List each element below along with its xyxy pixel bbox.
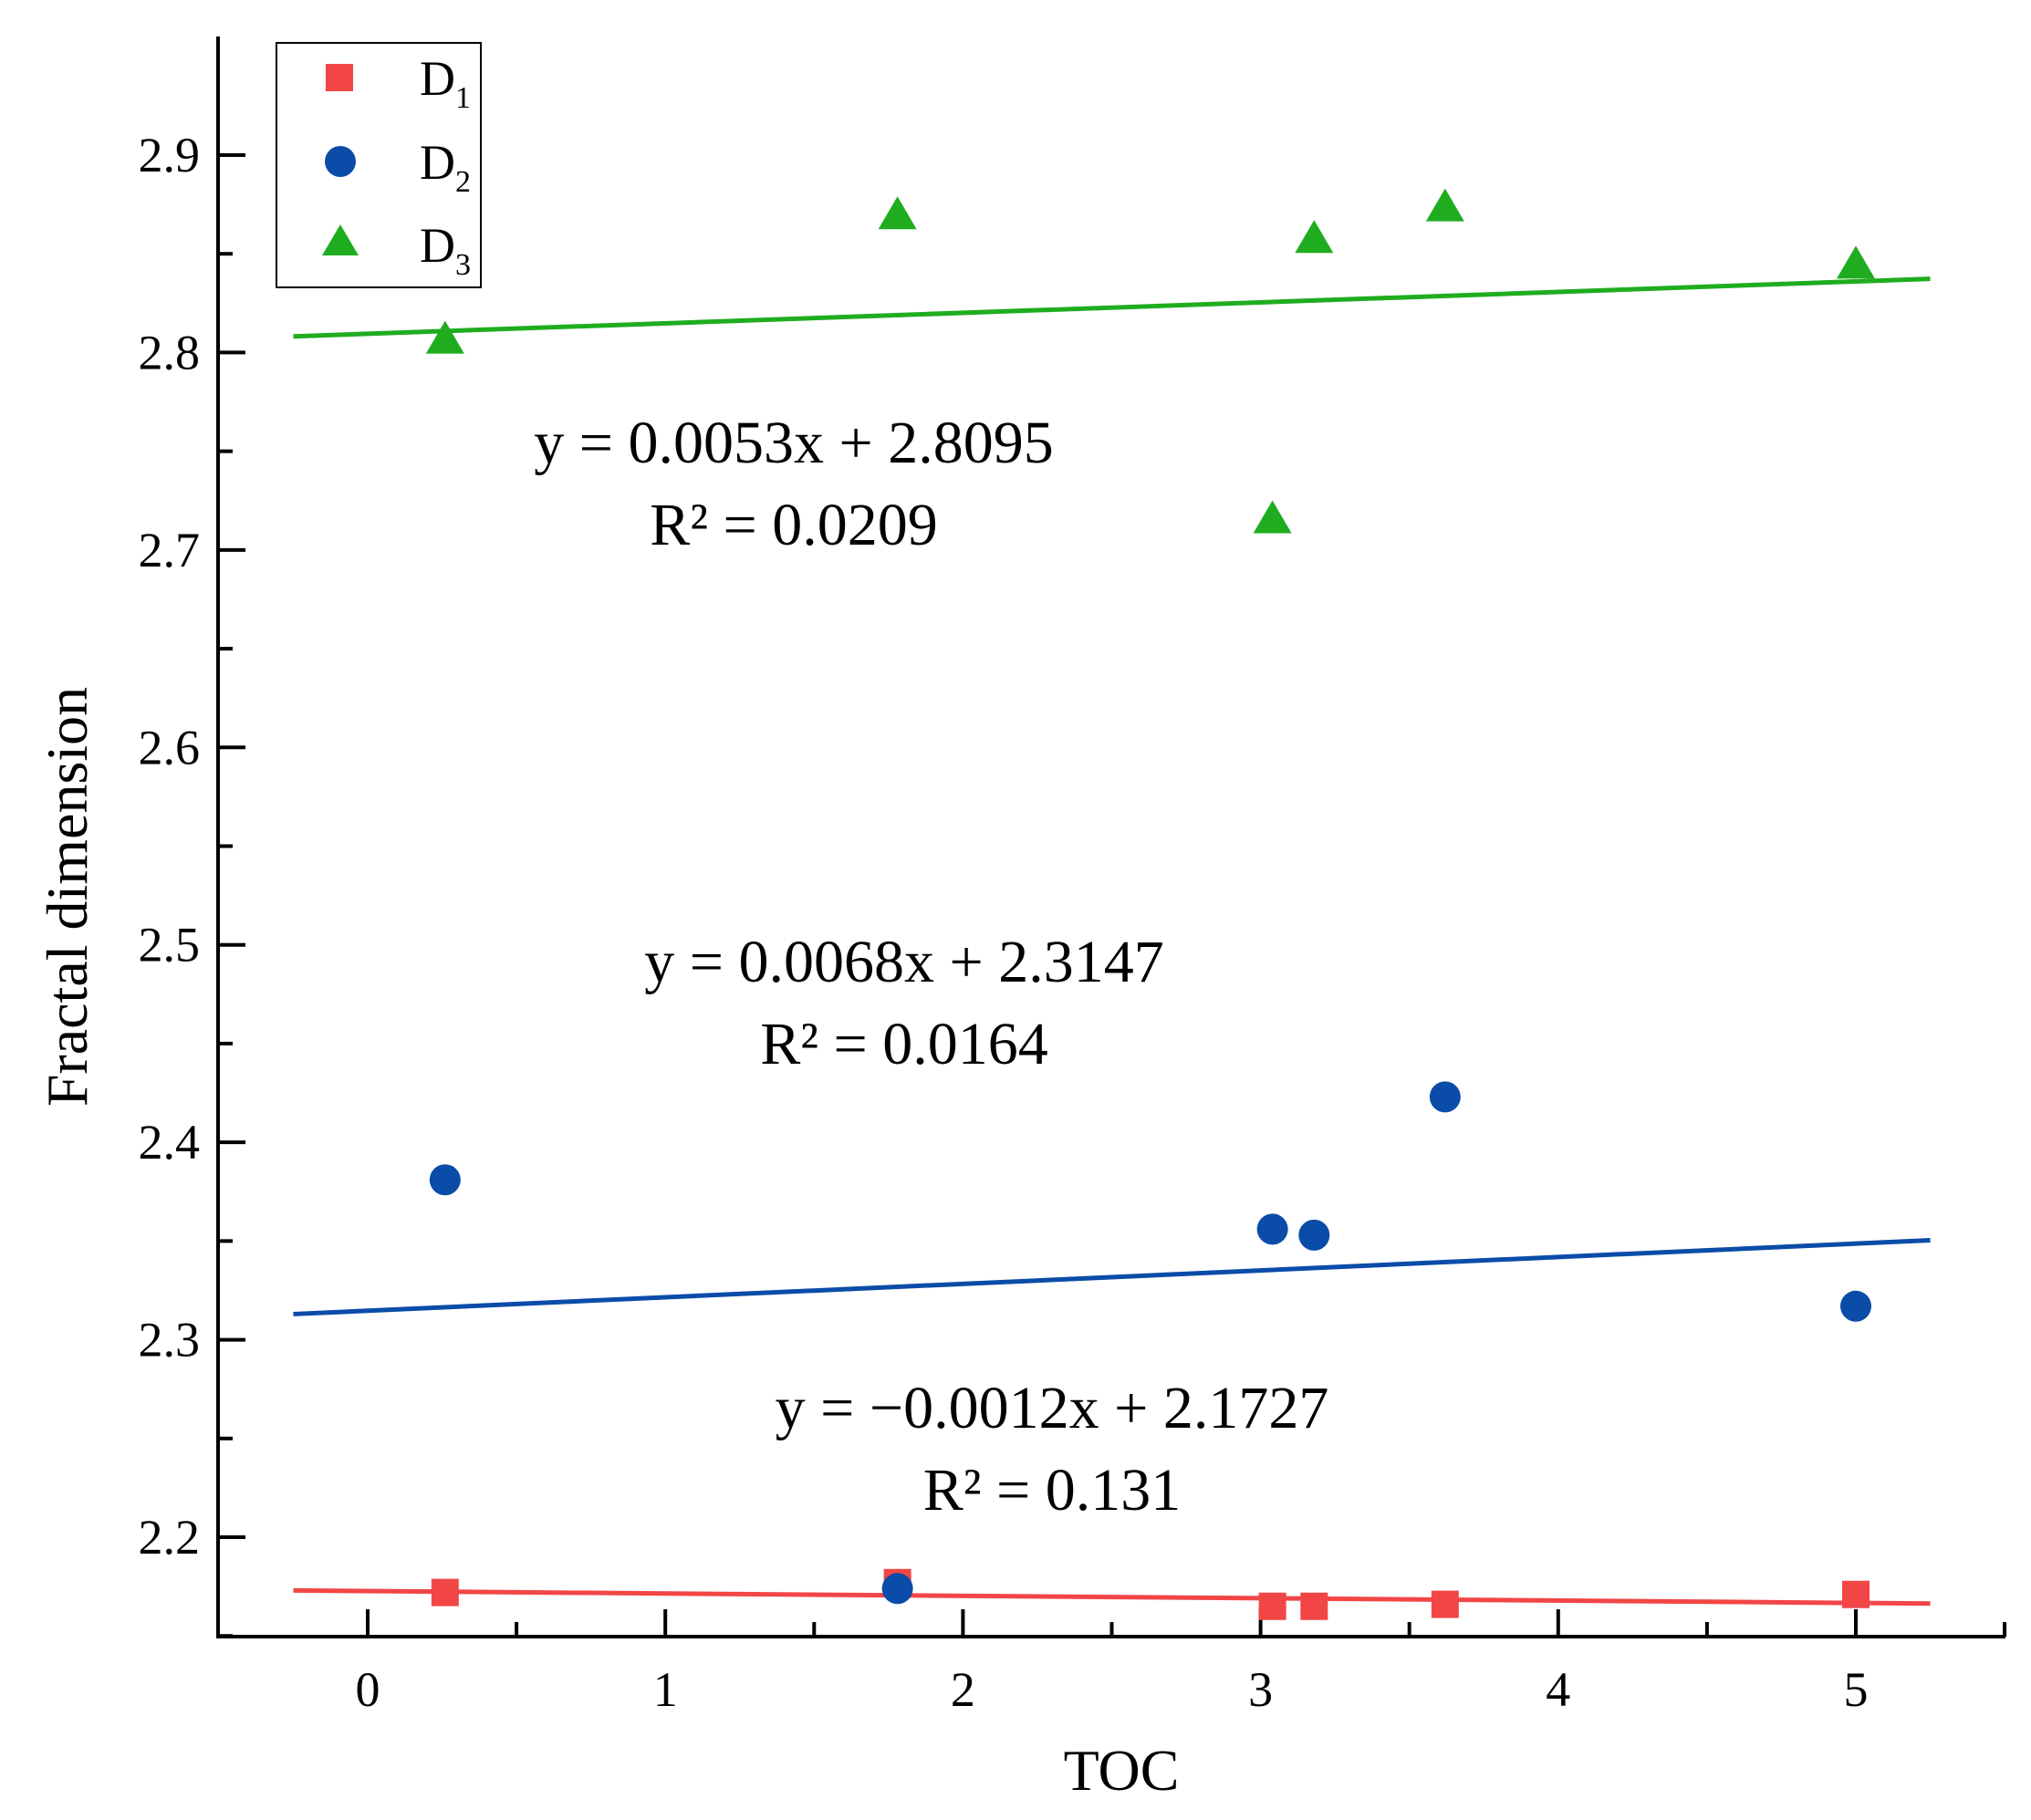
data-point-d3: [1837, 245, 1875, 279]
legend-d1-label: D1: [420, 51, 471, 115]
y-tick-label: 2.2: [139, 1510, 201, 1565]
data-point-d2: [881, 1573, 913, 1605]
y-tick-label: 2.3: [139, 1313, 201, 1368]
legend-d3-label: D3: [420, 218, 471, 282]
equation-d3-formula: y = 0.0053x + 2.8095: [534, 410, 1053, 476]
x-tick-label: 1: [653, 1662, 678, 1717]
y-tick-label: 2.8: [139, 325, 201, 380]
data-markers: [425, 188, 1875, 1620]
x-axis-title: TOC: [1064, 1738, 1180, 1803]
legend-d3-marker: [322, 224, 359, 255]
y-tick-label: 2.9: [139, 128, 201, 182]
x-tick-label: 5: [1844, 1662, 1869, 1717]
equation-d3-r2: R² = 0.0209: [650, 492, 938, 558]
data-point-d2: [1298, 1219, 1330, 1251]
fit-line-d3: [293, 276, 1931, 339]
equation-d1-r2: R² = 0.131: [923, 1457, 1182, 1524]
data-point-d3: [425, 320, 464, 354]
y-axis-title: Fractal dimension: [35, 687, 99, 1107]
fit-line-d2: [293, 1237, 1931, 1316]
fit-line-d1: [293, 1587, 1931, 1607]
data-point-d3: [1295, 220, 1334, 254]
legend-d1-marker: [326, 64, 353, 91]
data-point-d1: [1842, 1580, 1870, 1608]
x-tick-label: 4: [1546, 1662, 1570, 1717]
x-tick-label: 3: [1248, 1662, 1273, 1717]
y-tick-label: 2.5: [139, 918, 201, 972]
data-point-d1: [1431, 1590, 1459, 1618]
equation-d2: y = 0.0068x + 2.3147 R² = 0.0164: [644, 929, 1163, 1077]
data-point-d3: [1425, 188, 1464, 222]
data-point-d1: [1258, 1592, 1286, 1620]
data-point-d3: [878, 196, 917, 230]
x-ticks: 0 1 2 3 4 5: [356, 1609, 2007, 1717]
data-point-d2: [1256, 1213, 1288, 1245]
legend-d2-label: D2: [420, 135, 471, 199]
legend-box: [276, 42, 482, 288]
legend: D1 D2 D3: [276, 42, 482, 288]
data-point-d1: [431, 1578, 459, 1607]
x-tick-label: 2: [951, 1662, 975, 1717]
equation-d2-r2: R² = 0.0164: [760, 1011, 1048, 1077]
data-point-d3: [1253, 500, 1292, 534]
equation-d1: y = −0.0012x + 2.1727 R² = 0.131: [776, 1375, 1329, 1524]
data-point-d1: [1300, 1592, 1328, 1620]
y-tick-label: 2.6: [139, 720, 201, 775]
y-tick-label: 2.7: [139, 523, 201, 577]
legend-d2-marker: [325, 146, 356, 177]
fit-lines: [293, 276, 1931, 1607]
y-ticks: 2.2 2.3 2.4 2.5 2.6 2.7 2.8 2.9: [139, 128, 245, 1638]
equation-d1-formula: y = −0.0012x + 2.1727: [776, 1375, 1329, 1441]
equation-d2-formula: y = 0.0068x + 2.3147: [644, 929, 1163, 995]
data-point-d2: [1429, 1081, 1461, 1113]
x-tick-label: 0: [356, 1662, 380, 1717]
y-tick-label: 2.4: [139, 1115, 201, 1170]
equation-d3: y = 0.0053x + 2.8095 R² = 0.0209: [534, 410, 1053, 558]
data-point-d2: [429, 1164, 461, 1196]
data-point-d2: [1840, 1290, 1871, 1322]
